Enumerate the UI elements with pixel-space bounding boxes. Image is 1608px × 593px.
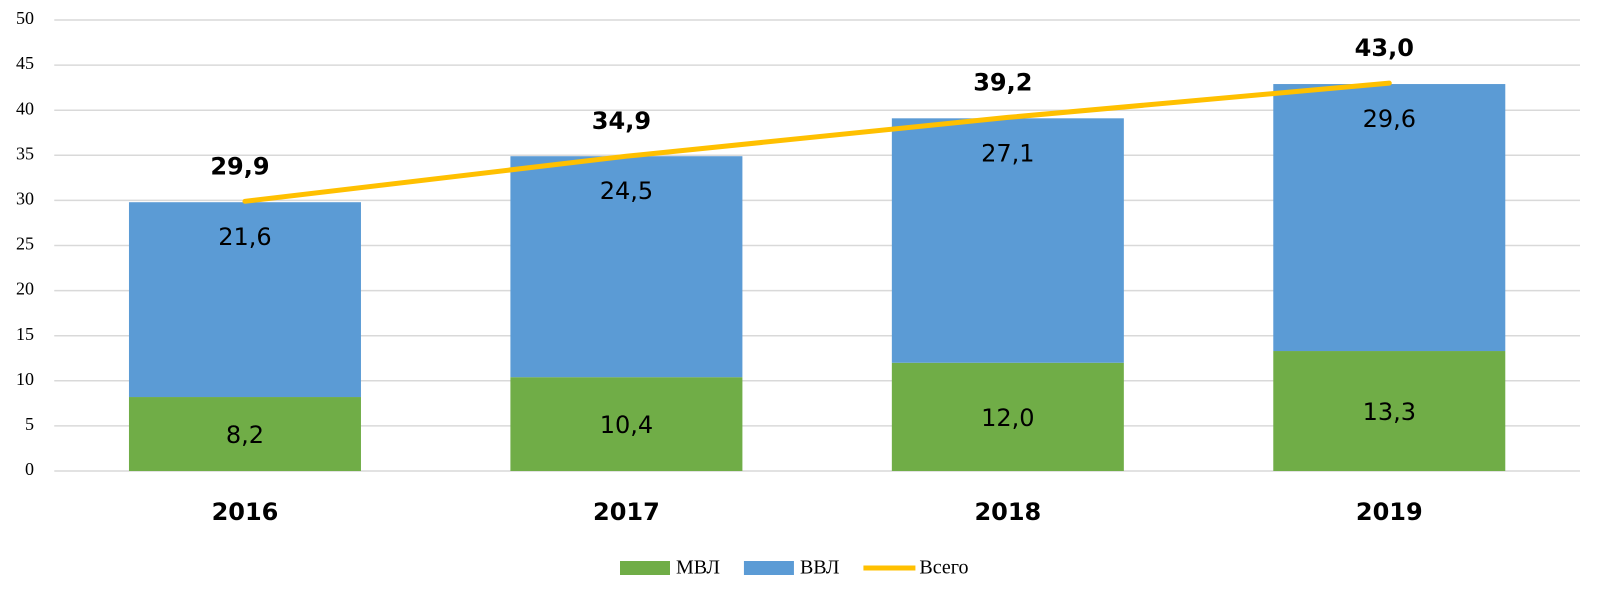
- x-tick-label: 2017: [593, 498, 660, 526]
- y-tick-label: 40: [16, 98, 34, 118]
- bar-segment: [1273, 351, 1506, 471]
- bar-segment: [891, 118, 1124, 363]
- data-label: 21,6: [218, 223, 271, 251]
- y-tick-label: 45: [16, 53, 34, 73]
- data-label: 10,4: [600, 411, 653, 439]
- total-label: 43,0: [1355, 34, 1414, 62]
- x-tick-label: 2018: [974, 498, 1041, 526]
- y-tick-label: 20: [16, 279, 34, 299]
- data-label: 12,0: [981, 404, 1034, 432]
- total-label: 34,9: [592, 107, 651, 135]
- data-label: 29,6: [1363, 105, 1416, 133]
- y-tick-label: 50: [16, 8, 34, 28]
- bar-segment: [510, 377, 743, 471]
- bar-segment: [1273, 84, 1506, 352]
- data-label: 8,2: [226, 421, 264, 449]
- legend-label: ВВЛ: [800, 557, 839, 579]
- bar-segment: [128, 397, 361, 471]
- total-label: 29,9: [210, 152, 269, 180]
- legend-swatch: [620, 561, 670, 575]
- bar-segment: [891, 362, 1124, 471]
- total-label: 39,2: [973, 68, 1032, 96]
- data-label: 27,1: [981, 139, 1034, 167]
- y-tick-label: 0: [25, 459, 34, 479]
- x-tick-label: 2019: [1356, 498, 1423, 526]
- y-tick-label: 10: [16, 369, 34, 389]
- data-label: 13,3: [1363, 398, 1416, 426]
- line-series: [242, 80, 1392, 204]
- bar-segment: [128, 202, 361, 398]
- legend-swatch: [743, 561, 794, 575]
- x-tick-label: 2016: [212, 498, 279, 526]
- y-tick-label: 15: [16, 324, 34, 344]
- y-tick-label: 5: [25, 414, 34, 434]
- data-label: 24,5: [600, 177, 653, 205]
- legend-label: Всего: [919, 557, 968, 579]
- bar-segment: [510, 156, 743, 378]
- legend-label: МВЛ: [676, 557, 720, 579]
- y-tick-label: 30: [16, 189, 34, 209]
- y-tick-label: 25: [16, 234, 34, 254]
- y-tick-label: 35: [16, 143, 34, 163]
